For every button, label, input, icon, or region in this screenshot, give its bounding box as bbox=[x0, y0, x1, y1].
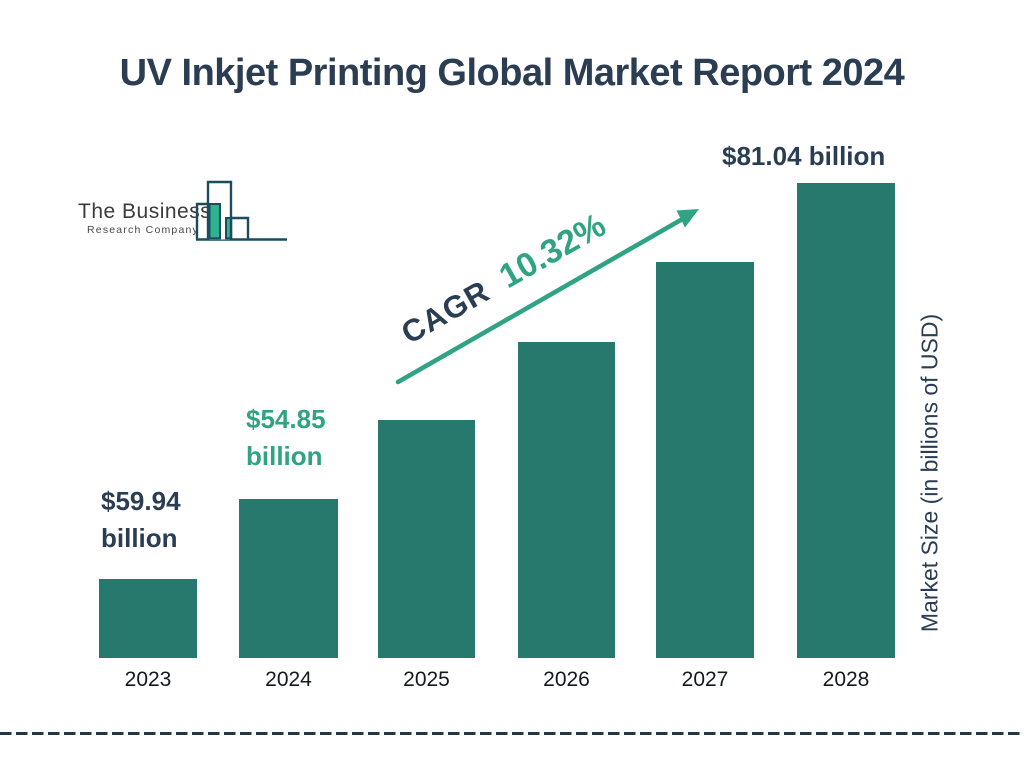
x-axis-label-2025: 2025 bbox=[403, 668, 450, 691]
company-logo: The Business Research Company bbox=[76, 178, 291, 246]
bottom-dashed-divider bbox=[0, 732, 1024, 735]
logo-text-line1: The Business bbox=[78, 200, 212, 223]
cagr-annotation: CAGR 10.32% bbox=[394, 206, 612, 353]
y-axis-title: Market Size (in billions of USD) bbox=[916, 313, 943, 633]
value-label-2023: $59.94 billion bbox=[101, 483, 181, 557]
value-label-2028-amount: $81.04 billion bbox=[722, 141, 886, 171]
bar-2028 bbox=[797, 183, 895, 658]
value-label-2028: $81.04 billion bbox=[722, 138, 885, 175]
bar-2023 bbox=[99, 579, 197, 658]
bar-2025 bbox=[378, 420, 475, 658]
x-axis-label-2028: 2028 bbox=[822, 668, 870, 691]
page-title: UV Inkjet Printing Global Market Report … bbox=[119, 52, 905, 94]
x-axis-label-2027: 2027 bbox=[681, 668, 729, 691]
logo-bars-icon bbox=[195, 180, 287, 241]
value-label-2024: $54.85 billion bbox=[246, 401, 326, 475]
logo-text-line2: Research Company bbox=[87, 224, 199, 236]
cagr-value: 10.32% bbox=[492, 205, 613, 296]
value-label-2023-amount: $59.94 bbox=[101, 486, 181, 516]
x-axis-label-2023: 2023 bbox=[124, 668, 172, 691]
value-label-2023-unit: billion bbox=[101, 523, 178, 553]
x-axis-label-2026: 2026 bbox=[543, 668, 590, 691]
bar-2026 bbox=[518, 342, 615, 658]
cagr-label: CAGR bbox=[395, 273, 496, 351]
bar-2024 bbox=[239, 499, 338, 658]
bar-2027 bbox=[656, 262, 754, 658]
value-label-2024-unit: billion bbox=[246, 441, 323, 471]
value-label-2024-amount: $54.85 bbox=[246, 404, 326, 434]
x-axis-label-2024: 2024 bbox=[265, 668, 312, 691]
